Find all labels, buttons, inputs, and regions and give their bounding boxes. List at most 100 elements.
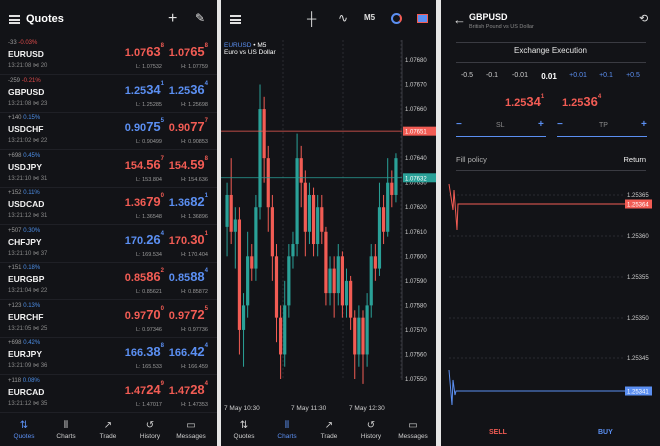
volume-plus-0-5[interactable]: +0.5 [626,72,640,79]
nav-messages[interactable]: ▭ Messages [171,420,211,440]
menu-icon[interactable] [9,15,20,24]
volume-plus-0-01[interactable]: +0.01 [569,72,587,79]
quote-change: +151 0.18% [8,265,41,271]
quote-ask[interactable]: 170.301 [168,230,208,247]
candle-body [237,219,242,330]
quote-time: 13:21:12 ⋈ 31 [8,213,48,219]
sl-field[interactable]: SL [496,122,505,129]
candle-body [307,194,312,232]
candle-body [369,256,373,306]
tp-field[interactable]: TP [599,122,608,129]
quote-row[interactable]: +151 0.18% EURGBP 13:21:04 ⋈ 22 0.85862 0.85… [0,263,217,300]
quote-high: H: 1.47353 [181,401,208,408]
quote-bid[interactable]: 0.97700 [124,305,164,322]
objects-icon[interactable] [391,13,402,24]
quote-bid[interactable]: 0.90755 [124,118,164,134]
bid-price-label: 1.07632 [405,176,427,182]
volume-value[interactable]: 0.01 [541,72,557,81]
quote-bid[interactable]: 154.567 [124,155,164,172]
quote-bid[interactable]: 1.07638 [124,43,164,59]
candle-body [262,109,266,159]
indicators-icon[interactable]: ∿ [338,11,349,25]
tp-minus-button[interactable]: − [557,119,563,130]
quote-time: 13:21:08 ⋈ 20 [8,63,48,69]
add-symbol-icon[interactable]: + [168,10,178,27]
nav-messages[interactable]: ▭ Messages [393,420,433,440]
switch-icon[interactable]: ⟲ [639,13,649,25]
quote-ask[interactable]: 1.07658 [168,43,208,59]
quote-row[interactable]: -259 -0.21% GBPUSD 13:21:08 ⋈ 23 1.25341 1.2… [0,76,217,113]
nav-history[interactable]: ↺ History [351,420,391,440]
quote-bid[interactable]: 1.36790 [124,193,164,209]
edit-icon[interactable]: ✎ [195,11,206,25]
nav-charts[interactable]: ⫴ Charts [46,420,86,440]
chart-symbol-label: EURUSD • M5 Euro vs US Dollar [224,42,276,56]
candlestick-chart[interactable]: 1.076801.076701.076601.076501.076401.076… [221,40,436,418]
quote-row[interactable]: +152 0.11% USDCAD 13:21:12 ⋈ 31 1.36790 1.36… [0,188,217,225]
quote-row[interactable]: +140 0.15% USDCHF 13:21:02 ⋈ 22 0.90755 0.90… [0,113,217,150]
sl-minus-button[interactable]: − [456,119,462,130]
trade-panel-icon[interactable] [417,14,428,23]
menu-icon[interactable] [230,15,241,24]
nav-history[interactable]: ↺ History [130,420,170,440]
quote-bid[interactable]: 166.388 [124,343,164,359]
quote-symbol: CHFJPY [8,236,42,247]
quote-row[interactable]: +698 0.42% EURJPY 13:21:09 ⋈ 36 166.388 166.… [0,338,217,375]
crosshair-icon[interactable]: ┼ [307,11,317,26]
tick-price-label: 1.25345 [627,356,649,362]
quote-ask[interactable]: 166.424 [168,343,208,359]
quote-ask[interactable]: 0.90777 [168,118,208,134]
quote-bid[interactable]: 170.264 [124,230,164,247]
quote-ask[interactable]: 1.36821 [168,193,208,209]
sl-plus-button[interactable]: + [538,119,544,130]
price-axis-label: 1.07550 [405,377,427,383]
bottom-nav: ⇅ Quotes ⫴ Charts ↗ Trade ↺ History ▭ Message… [221,418,436,446]
quote-time: 13:21:05 ⋈ 25 [8,325,48,332]
volume-minus-0-1[interactable]: -0.1 [485,72,499,79]
buy-button[interactable]: BUY [598,429,613,436]
volume-minus-0-01[interactable]: -0.01 [512,72,528,79]
divider [456,42,646,43]
quote-row[interactable]: +698 0.45% USDJPY 13:21:10 ⋈ 31 154.567 154.… [0,151,217,188]
divider [456,170,646,171]
nav-charts[interactable]: ⫴ Charts [267,420,307,440]
quote-bid[interactable]: 0.85862 [124,268,164,284]
nav-quotes[interactable]: ⇅ Quotes [4,420,44,440]
bid-tick-line [448,369,625,406]
price-axis-label: 1.07660 [405,107,427,113]
quote-bid[interactable]: 1.47249 [124,380,164,397]
candle-body [336,256,340,294]
quote-ask[interactable]: 1.25364 [168,80,208,97]
volume-minus-0-5[interactable]: -0.5 [460,72,474,79]
candle-body [365,305,369,355]
timeframe-button[interactable]: M5 [364,13,376,22]
execution-type[interactable]: Exchange Execution [514,46,587,55]
quote-row[interactable]: +118 0.08% EURCAD 13:21:12 ⋈ 35 1.47249 1.47… [0,376,217,413]
spread-icon: ⋈ [33,288,40,294]
quote-row[interactable]: -33 -0.03% EURUSD 13:21:08 ⋈ 20 1.07638 1.07… [0,38,217,75]
quotes-header: Quotes + ✎ [0,0,217,40]
quote-row[interactable]: +507 0.30% CHFJPY 13:21:10 ⋈ 37 170.264 170.… [0,226,217,263]
quote-low: L: 153.804 [136,176,162,183]
candle-body [225,194,229,227]
candle-body [394,158,398,195]
ask-price-badge [403,126,436,136]
ask-tick-badge [625,199,652,209]
nav-trade[interactable]: ↗ Trade [88,420,128,440]
quote-high: H: 1.36896 [181,214,208,220]
sell-button[interactable]: SELL [489,429,507,436]
nav-quotes[interactable]: ⇅ Quotes [224,420,264,440]
tp-underline [557,136,647,137]
price-axis-label: 1.07560 [405,352,427,358]
fill-policy-value[interactable]: Return [623,155,646,164]
quote-ask[interactable]: 1.47284 [168,380,208,397]
quote-row[interactable]: +123 0.13% EURCHF 13:21:05 ⋈ 25 0.97700 0.97… [0,301,217,338]
tp-plus-button[interactable]: + [641,119,647,130]
back-arrow-icon[interactable]: ← [453,12,466,27]
quote-ask[interactable]: 154.598 [168,155,208,172]
quote-ask[interactable]: 0.85884 [168,268,208,284]
nav-trade[interactable]: ↗ Trade [309,420,349,440]
quote-bid[interactable]: 1.25341 [124,80,164,97]
quote-ask[interactable]: 0.97725 [168,305,208,322]
volume-plus-0-1[interactable]: +0.1 [599,72,613,79]
